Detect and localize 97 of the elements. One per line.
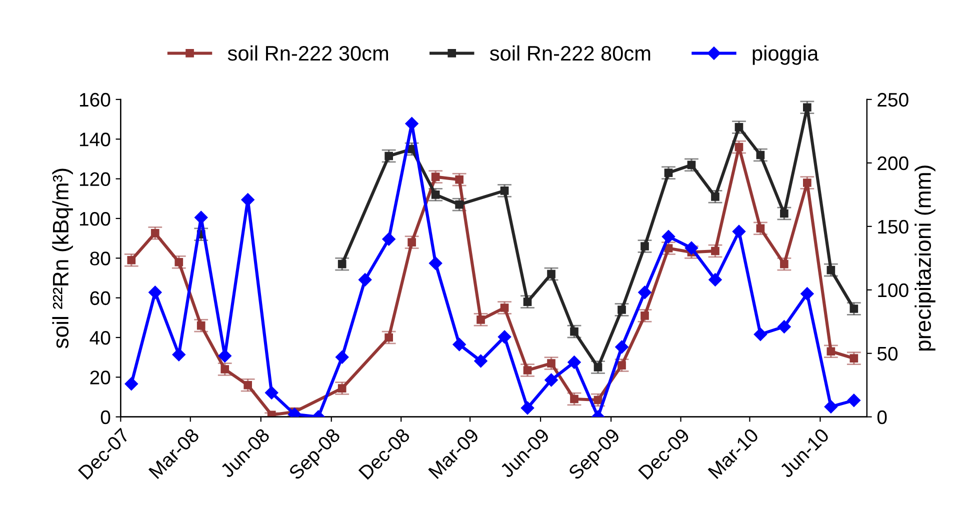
point [358, 273, 372, 286]
y-tick-label: 40 [90, 330, 110, 345]
point [570, 394, 578, 404]
point [640, 312, 649, 320]
point [220, 365, 230, 374]
point [803, 103, 812, 112]
point [754, 328, 768, 341]
point [498, 330, 512, 344]
y-tick-label: 160 [80, 92, 110, 107]
point [172, 348, 186, 362]
point [455, 200, 464, 209]
point [640, 242, 649, 250]
point [594, 363, 602, 372]
point [544, 373, 558, 387]
point [476, 315, 485, 324]
point [850, 304, 858, 313]
y-tick-label: 80 [90, 252, 110, 266]
point [664, 168, 673, 178]
point [711, 192, 720, 201]
point [638, 286, 652, 300]
point [452, 338, 466, 352]
point [568, 356, 581, 369]
point [241, 193, 254, 206]
point [523, 298, 532, 306]
y-tick-label: 120 [80, 172, 110, 186]
point [618, 306, 626, 314]
y-tick-label: 0 [100, 410, 110, 424]
point [618, 361, 626, 370]
y-tick-label: 100 [80, 212, 110, 226]
point [500, 186, 509, 195]
point [570, 327, 578, 336]
point [594, 396, 602, 404]
point [778, 320, 791, 334]
point [847, 394, 861, 407]
point [523, 366, 532, 374]
point [244, 380, 252, 390]
point [500, 304, 509, 312]
point [734, 142, 744, 152]
point [780, 209, 788, 218]
point [218, 349, 232, 362]
point [687, 160, 696, 170]
point [196, 321, 206, 330]
point [267, 410, 276, 417]
point [734, 123, 744, 132]
point [547, 270, 556, 278]
point [474, 354, 488, 368]
point [431, 190, 440, 199]
point [338, 260, 346, 268]
y-tick-label: 60 [90, 291, 110, 306]
y-axis-title: soil ²²²Rn (kBq/m³) [52, 168, 73, 348]
point [708, 273, 722, 286]
point [780, 260, 788, 268]
point [408, 238, 416, 246]
point [824, 400, 838, 414]
point [382, 232, 396, 246]
y2-tick-label: 0 [877, 410, 887, 424]
point [803, 178, 812, 187]
point [826, 266, 836, 274]
legend-label: pioggia [752, 45, 819, 65]
y-tick-label: 140 [80, 132, 110, 146]
y2-axis-title: precipitazioni (mm) [914, 166, 936, 351]
point [756, 150, 765, 160]
point [148, 286, 162, 300]
point [850, 354, 858, 362]
point [405, 116, 418, 130]
y-tick-label: 20 [90, 370, 110, 384]
point [662, 230, 676, 244]
legend-label: soil Rn-222 30cm [228, 45, 388, 61]
point [338, 384, 346, 392]
point [174, 258, 184, 266]
y2-tick-label: 150 [878, 220, 908, 234]
y2-tick-label: 50 [877, 346, 898, 361]
point [336, 350, 349, 364]
point [455, 175, 464, 184]
y2-tick-label: 200 [878, 156, 908, 170]
point [756, 224, 765, 233]
point [127, 256, 136, 264]
point [384, 152, 393, 160]
point [520, 401, 534, 415]
point [150, 228, 160, 238]
point [124, 377, 138, 390]
point [664, 244, 673, 252]
point [732, 224, 746, 238]
point [615, 340, 628, 354]
point [826, 347, 836, 356]
point [194, 210, 208, 224]
point [800, 287, 814, 300]
point [711, 246, 720, 256]
point [384, 333, 393, 342]
y2-tick-label: 250 [878, 92, 908, 107]
point [684, 241, 698, 255]
y2-tick-label: 100 [878, 283, 908, 298]
point [265, 386, 278, 400]
point [431, 172, 440, 181]
point [547, 359, 556, 368]
legend-label: soil Rn-222 80cm [490, 45, 650, 61]
point [428, 256, 442, 270]
